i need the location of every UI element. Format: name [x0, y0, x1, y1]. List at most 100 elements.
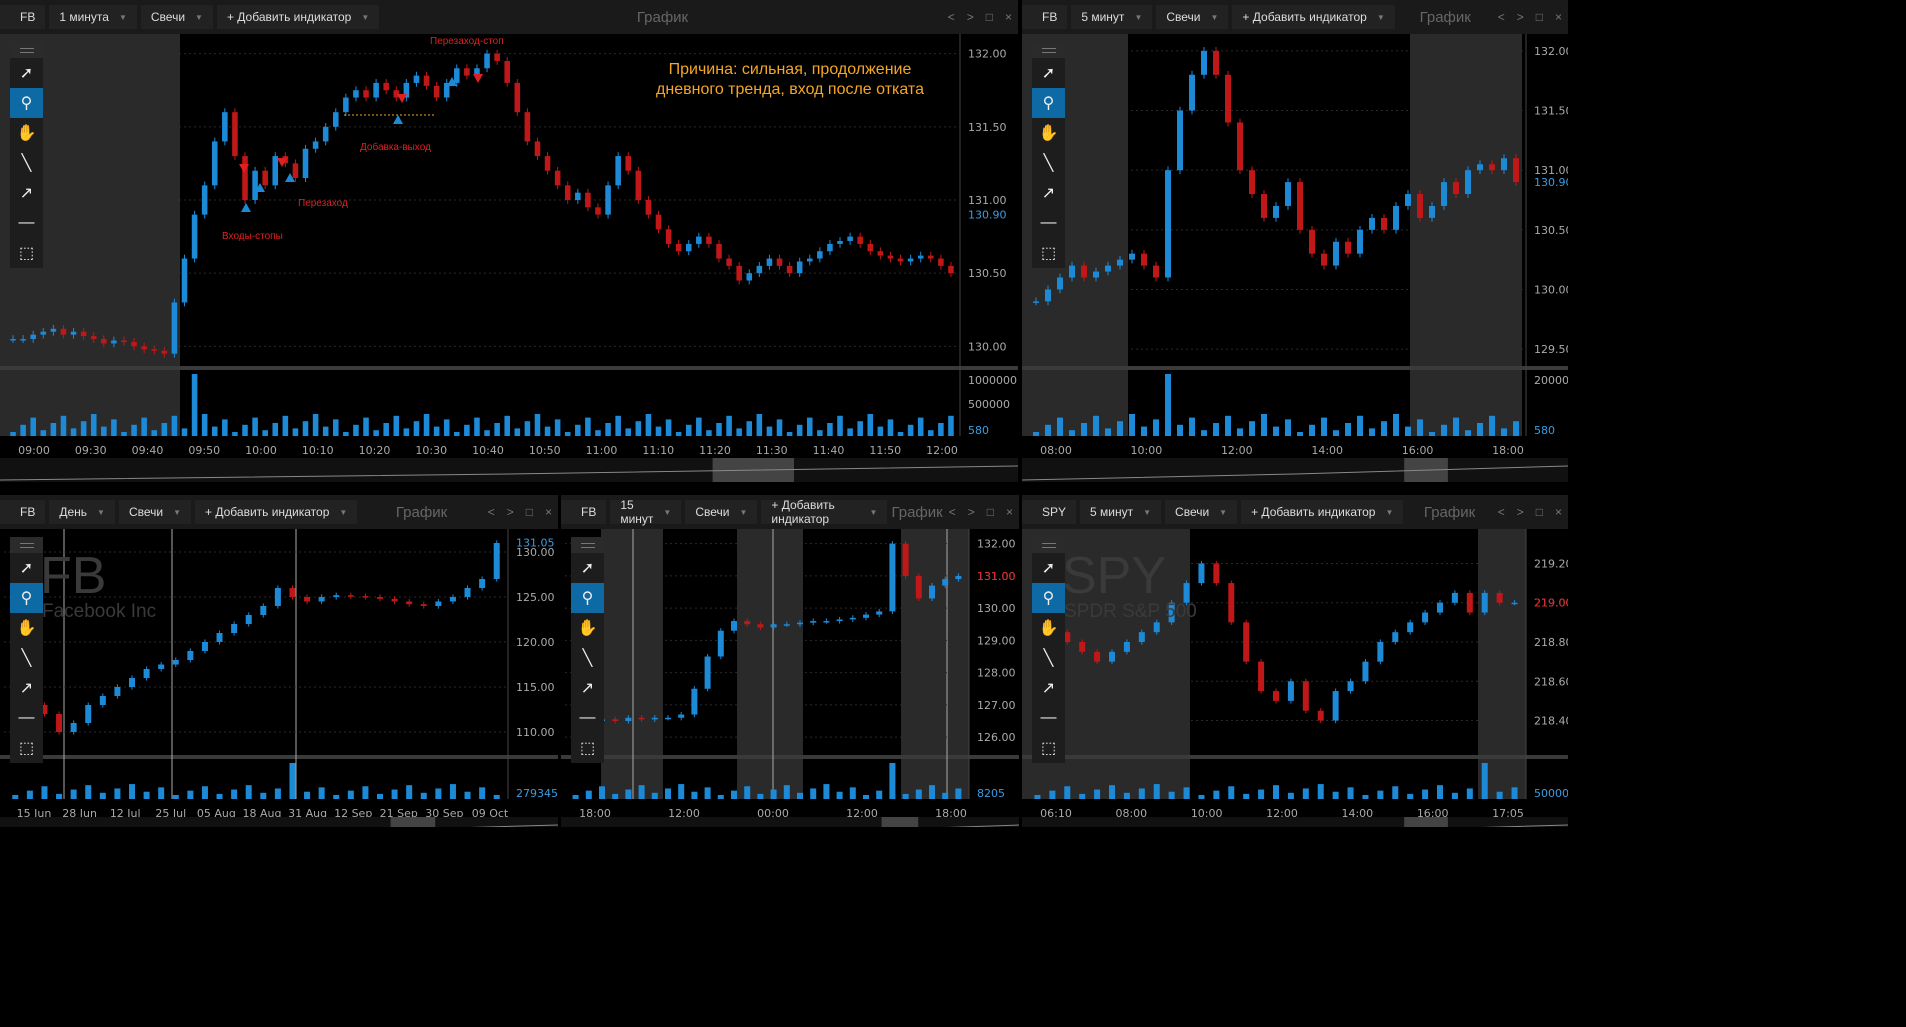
next-icon[interactable]: > [967, 505, 975, 519]
chart-canvas[interactable]: 219.20219.00218.80218.60218.40219.005000… [1022, 529, 1568, 827]
close-icon[interactable]: × [1005, 505, 1013, 519]
next-icon[interactable]: > [1516, 505, 1524, 519]
symbol-selector[interactable]: FB [0, 5, 46, 29]
prev-icon[interactable]: < [1497, 10, 1505, 24]
x-tick-label: 12:00 [846, 807, 878, 820]
zoom-tool[interactable]: ⚲ [571, 583, 604, 613]
chart-type-dropdown[interactable]: Свечи ▼ [1165, 500, 1238, 524]
arrow-tool[interactable]: ↗ [571, 673, 604, 703]
rectangle-tool[interactable]: ⬚ [571, 733, 604, 763]
maximize-icon[interactable]: □ [986, 505, 994, 519]
cursor-tool[interactable]: ➚ [10, 553, 43, 583]
line-tool[interactable]: ╲ [571, 643, 604, 673]
arrow-tool[interactable]: ↗ [10, 178, 43, 208]
toolbar-handle[interactable] [1032, 537, 1065, 553]
chart-canvas[interactable]: 130.00 125.00 120.00 115.00 110.00 131.05 2793… [0, 529, 558, 827]
line-tool[interactable]: ╲ [10, 148, 43, 178]
navigator-window[interactable] [881, 817, 919, 827]
volume-bar [746, 421, 753, 436]
add-indicator-button[interactable]: + Добавить индикатор ▼ [195, 500, 358, 524]
toolbar-handle[interactable] [10, 537, 43, 553]
candle [129, 678, 135, 687]
rectangle-tool[interactable]: ⬚ [10, 238, 43, 268]
y-tick-label: 130.00 [968, 340, 1007, 353]
zoom-tool[interactable]: ⚲ [10, 88, 43, 118]
interval-dropdown[interactable]: 1 минута ▼ [49, 5, 137, 29]
chart-type-dropdown[interactable]: Свечи ▼ [685, 500, 758, 524]
hand-tool[interactable]: ✋ [571, 613, 604, 643]
navigator[interactable] [1022, 817, 1568, 827]
add-indicator-button[interactable]: + Добавить индикатор ▼ [1241, 500, 1404, 524]
arrow-tool[interactable]: ↗ [1032, 673, 1065, 703]
chart-canvas[interactable]: 132.00 131.50 131.00 130.50 130.00 129.50 130.… [1022, 34, 1568, 490]
prev-icon[interactable]: < [948, 505, 956, 519]
maximize-icon[interactable]: □ [1535, 10, 1543, 24]
navigator[interactable] [0, 817, 558, 827]
toolbar-handle[interactable] [571, 537, 604, 553]
interval-dropdown[interactable]: 5 минут ▼ [1071, 5, 1153, 29]
toolbar-handle[interactable] [1032, 42, 1065, 58]
line-tool[interactable]: ╲ [1032, 643, 1065, 673]
close-icon[interactable]: × [1004, 10, 1012, 24]
next-icon[interactable]: > [966, 10, 974, 24]
navigator-window[interactable] [1404, 817, 1448, 827]
prev-icon[interactable]: < [1497, 505, 1505, 519]
cursor-tool[interactable]: ➚ [1032, 553, 1065, 583]
chart-type-dropdown[interactable]: Свечи ▼ [1156, 5, 1229, 29]
add-indicator-button[interactable]: + Добавить индикатор ▼ [1232, 5, 1395, 29]
volume-bar [847, 428, 853, 436]
horizontal-line-tool[interactable]: — [10, 703, 43, 733]
arrow-tool[interactable]: ↗ [10, 673, 43, 703]
hand-tool[interactable]: ✋ [10, 118, 43, 148]
add-indicator-button[interactable]: + Добавить индикатор ▼ [761, 498, 888, 526]
candle [1105, 265, 1111, 272]
cursor-tool[interactable]: ➚ [10, 58, 43, 88]
toolbar-handle[interactable] [10, 42, 43, 58]
chart-canvas[interactable]: 132.00 131.00 130.00 129.00 128.00 127.00 126.… [561, 529, 1019, 827]
close-icon[interactable]: × [544, 505, 552, 519]
maximize-icon[interactable]: □ [1535, 505, 1543, 519]
next-icon[interactable]: > [1516, 10, 1524, 24]
interval-dropdown[interactable]: День ▼ [49, 500, 115, 524]
prev-icon[interactable]: < [947, 10, 955, 24]
symbol-selector[interactable]: SPY [1022, 500, 1077, 524]
symbol-selector[interactable]: FB [561, 500, 607, 524]
close-icon[interactable]: × [1554, 505, 1562, 519]
horizontal-line-tool[interactable]: — [10, 208, 43, 238]
arrow-tool[interactable]: ↗ [1032, 178, 1065, 208]
horizontal-line-tool[interactable]: — [1032, 703, 1065, 733]
zoom-tool[interactable]: ⚲ [10, 583, 43, 613]
zoom-tool[interactable]: ⚲ [1032, 88, 1065, 118]
rectangle-tool[interactable]: ⬚ [10, 733, 43, 763]
prev-icon[interactable]: < [487, 505, 495, 519]
chart-type-dropdown[interactable]: Свечи ▼ [118, 500, 192, 524]
rectangle-tool[interactable]: ⬚ [1032, 238, 1065, 268]
navigator[interactable] [561, 817, 1019, 827]
cursor-tool[interactable]: ➚ [571, 553, 604, 583]
rectangle-tool[interactable]: ⬚ [1032, 733, 1065, 763]
horizontal-line-tool[interactable]: — [1032, 208, 1065, 238]
symbol-selector[interactable]: FB [0, 500, 46, 524]
chart-canvas[interactable]: 132.00 131.50 131.00 130.50 130.00 130.90 1000… [0, 34, 1018, 490]
horizontal-line-tool[interactable]: — [571, 703, 604, 733]
close-icon[interactable]: × [1554, 10, 1562, 24]
maximize-icon[interactable]: □ [985, 10, 993, 24]
hand-tool[interactable]: ✋ [1032, 118, 1065, 148]
add-indicator-button[interactable]: + Добавить индикатор ▼ [216, 5, 380, 29]
line-tool[interactable]: ╲ [1032, 148, 1065, 178]
interval-dropdown[interactable]: 15 минут ▼ [610, 498, 682, 526]
symbol-selector[interactable]: FB [1022, 5, 1068, 29]
line-tool[interactable]: ╲ [10, 643, 43, 673]
hand-tool[interactable]: ✋ [10, 613, 43, 643]
maximize-icon[interactable]: □ [525, 505, 533, 519]
next-icon[interactable]: > [506, 505, 514, 519]
navigator-window[interactable] [390, 817, 436, 827]
cursor-tool[interactable]: ➚ [1032, 58, 1065, 88]
zoom-tool[interactable]: ⚲ [1032, 583, 1065, 613]
hand-tool[interactable]: ✋ [1032, 613, 1065, 643]
volume-bar [948, 415, 954, 436]
chart-type-dropdown[interactable]: Свечи ▼ [140, 5, 213, 29]
zoom-icon: ⚲ [1042, 95, 1055, 112]
sell-marker [397, 94, 407, 103]
interval-dropdown[interactable]: 5 минут ▼ [1080, 500, 1162, 524]
